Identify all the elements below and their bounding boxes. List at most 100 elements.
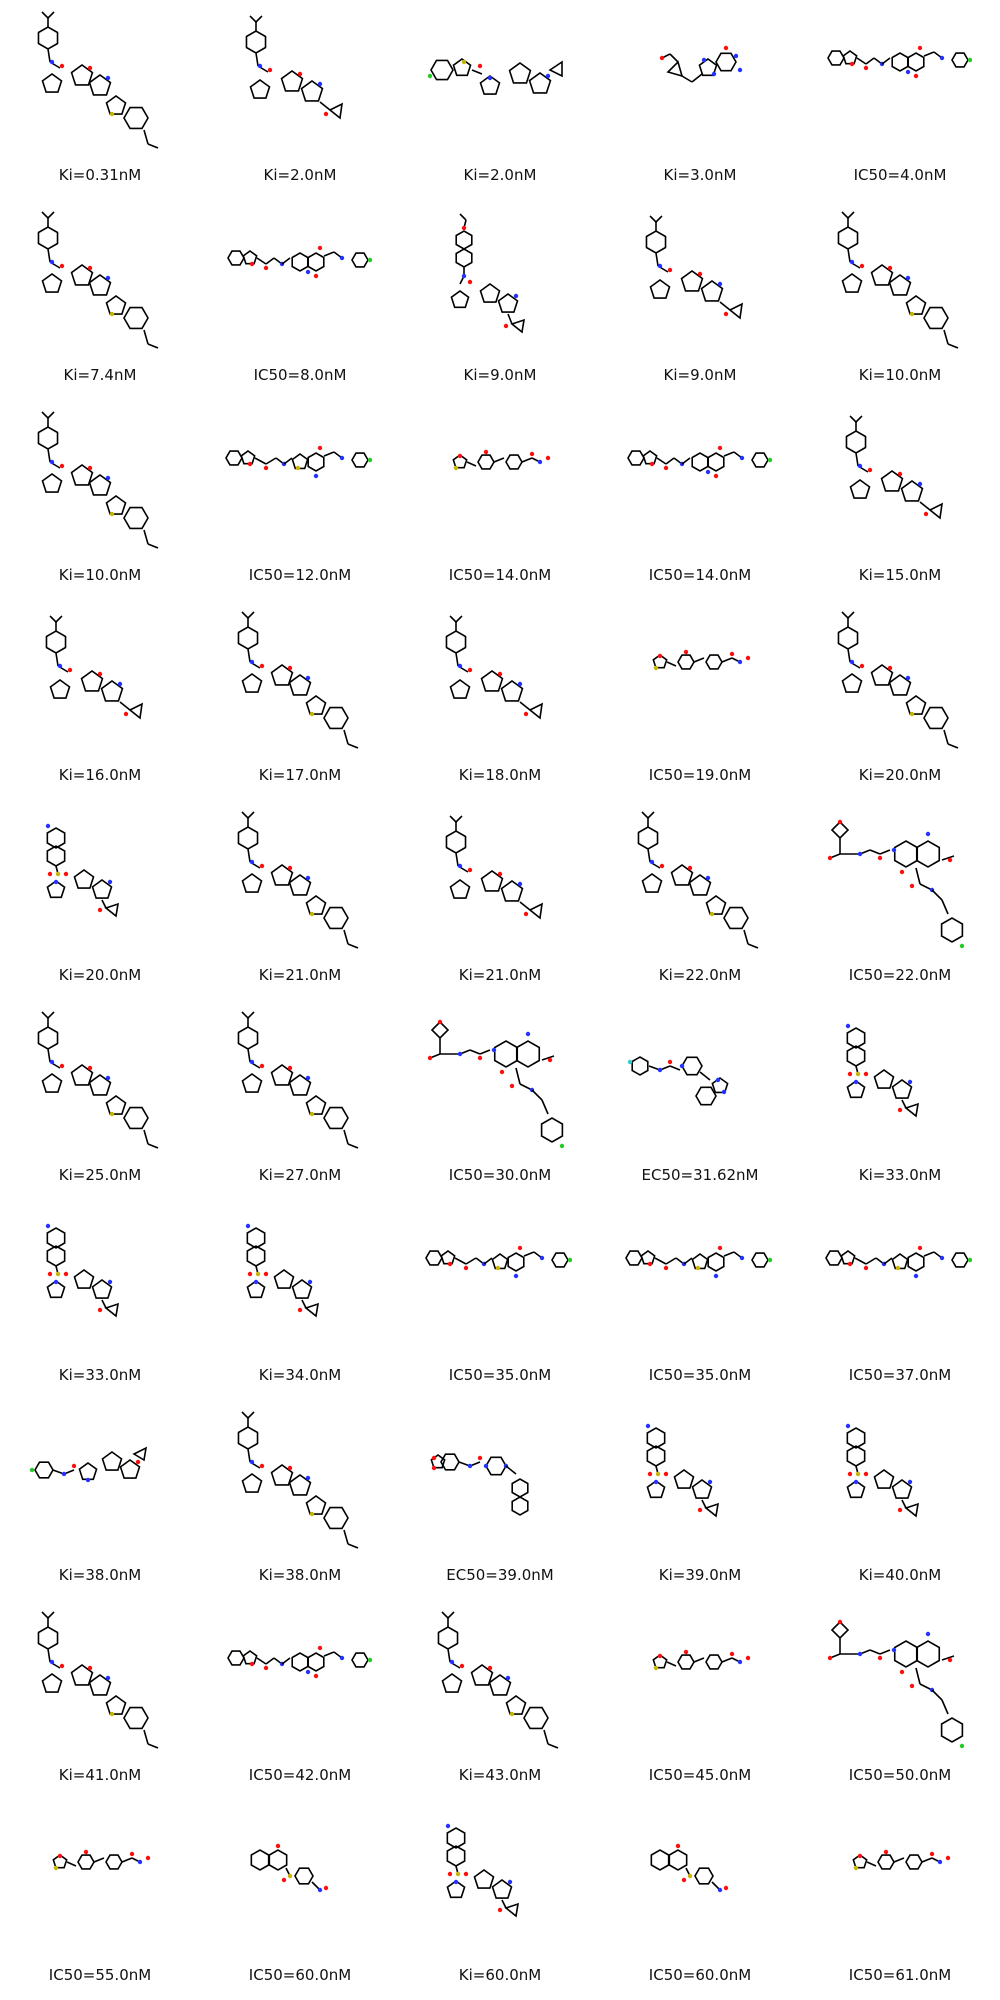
activity-label: Ki=43.0nM: [458, 1766, 542, 1784]
compound-cell: Ki=17.0nM: [200, 600, 400, 800]
compound-cell: Ki=38.0nM: [200, 1400, 400, 1600]
activity-label: Ki=10.0nM: [858, 366, 942, 384]
compound-cell: IC50=30.0nM: [400, 1000, 600, 1200]
compound-cell: Ki=16.0nM: [0, 600, 200, 800]
compound-cell: IC50=19.0nM: [600, 600, 800, 800]
compound-cell: Ki=39.0nM: [600, 1400, 800, 1600]
molecule-structure: [445, 1823, 520, 1918]
compound-cell: Ki=40.0nM: [800, 1400, 1000, 1600]
molecule-structure: [427, 58, 563, 95]
molecule-structure: [225, 445, 373, 479]
molecule-structure: [837, 611, 959, 749]
activity-label: Ki=9.0nM: [463, 366, 537, 384]
compound-cell: IC50=61.0nM: [800, 1800, 1000, 2000]
molecule-structure: [237, 811, 359, 949]
molecule-structure: [45, 823, 120, 918]
compound-cell: Ki=43.0nM: [400, 1600, 600, 1800]
molecule-structure: [445, 615, 544, 720]
compound-cell: EC50=39.0nM: [400, 1400, 600, 1600]
activity-label: Ki=34.0nM: [258, 1366, 342, 1384]
activity-label: Ki=7.4nM: [63, 366, 137, 384]
compound-cell: IC50=60.0nM: [600, 1800, 800, 2000]
activity-label: Ki=10.0nM: [58, 566, 142, 584]
activity-label: IC50=60.0nM: [248, 1966, 352, 1984]
activity-label: Ki=15.0nM: [858, 566, 942, 584]
compound-cell: IC50=8.0nM: [200, 200, 400, 400]
compound-cell: Ki=9.0nM: [600, 200, 800, 400]
compound-cell: Ki=9.0nM: [400, 200, 600, 400]
compound-cell: Ki=21.0nM: [400, 800, 600, 1000]
compound-cell: IC50=55.0nM: [0, 1800, 200, 2000]
compound-cell: Ki=38.0nM: [0, 1400, 200, 1600]
molecule-structure: [237, 1011, 359, 1149]
molecule-structure: [37, 211, 159, 349]
compound-cell: Ki=33.0nM: [800, 1000, 1000, 1200]
molecule-structure: [625, 1245, 773, 1279]
compound-cell: Ki=22.0nM: [600, 800, 800, 1000]
activity-label: Ki=9.0nM: [663, 366, 737, 384]
compound-cell: Ki=21.0nM: [200, 800, 400, 1000]
compound-cell: IC50=4.0nM: [800, 0, 1000, 200]
activity-label: IC50=37.0nM: [848, 1366, 952, 1384]
activity-label: Ki=41.0nM: [58, 1766, 142, 1784]
compound-cell: Ki=7.4nM: [0, 200, 200, 400]
molecule-structure: [37, 1011, 159, 1149]
activity-label: EC50=39.0nM: [446, 1566, 554, 1584]
molecule-structure: [645, 1423, 720, 1518]
activity-label: IC50=35.0nM: [648, 1366, 752, 1384]
molecule-structure: [659, 45, 743, 83]
molecule-structure: [430, 1453, 529, 1516]
compound-cell: Ki=27.0nM: [200, 1000, 400, 1200]
compound-cell: IC50=45.0nM: [600, 1600, 800, 1800]
activity-label: IC50=8.0nM: [253, 366, 347, 384]
molecule-structure: [437, 1611, 559, 1749]
compound-cell: Ki=25.0nM: [0, 1000, 200, 1200]
molecule-structure: [45, 615, 144, 720]
molecule-structure: [427, 1019, 565, 1149]
molecule-structure: [37, 11, 159, 149]
molecule-structure: [37, 1611, 159, 1749]
activity-label: Ki=18.0nM: [458, 766, 542, 784]
molecule-structure: [637, 811, 759, 949]
molecule-structure: [845, 415, 944, 520]
molecule-structure: [827, 1619, 965, 1749]
compound-cell: IC50=50.0nM: [800, 1600, 1000, 1800]
molecule-structure: [652, 649, 751, 671]
activity-label: Ki=33.0nM: [858, 1166, 942, 1184]
molecule-structure: [245, 1223, 320, 1318]
activity-label: Ki=21.0nM: [258, 966, 342, 984]
compound-cell: Ki=33.0nM: [0, 1200, 200, 1400]
molecule-structure: [627, 1056, 729, 1106]
molecule-structure: [52, 1849, 151, 1871]
molecule-structure: [852, 1849, 951, 1871]
molecule-structure: [227, 1645, 373, 1679]
compound-cell: Ki=20.0nM: [0, 800, 200, 1000]
activity-label: Ki=2.0nM: [263, 166, 337, 184]
activity-label: Ki=2.0nM: [463, 166, 537, 184]
activity-label: Ki=38.0nM: [58, 1566, 142, 1584]
activity-label: Ki=17.0nM: [258, 766, 342, 784]
activity-label: IC50=50.0nM: [848, 1766, 952, 1784]
molecule-structure: [645, 215, 744, 320]
activity-label: IC50=45.0nM: [648, 1766, 752, 1784]
compound-cell: Ki=34.0nM: [200, 1200, 400, 1400]
compound-cell: IC50=35.0nM: [600, 1200, 800, 1400]
molecule-structure: [627, 445, 773, 479]
activity-label: IC50=14.0nM: [648, 566, 752, 584]
molecule-structure: [237, 611, 359, 749]
molecule-structure: [237, 1411, 359, 1549]
compound-cell: IC50=35.0nM: [400, 1200, 600, 1400]
activity-label: IC50=60.0nM: [648, 1966, 752, 1984]
molecule-structure: [652, 1649, 751, 1671]
compound-cell: Ki=0.31nM: [0, 0, 200, 200]
molecule-structure: [450, 213, 526, 334]
molecule-structure: [837, 211, 959, 349]
compound-cell: IC50=14.0nM: [400, 400, 600, 600]
molecule-structure: [845, 1423, 920, 1518]
activity-label: IC50=55.0nM: [48, 1966, 152, 1984]
molecule-structure: [845, 1023, 920, 1118]
activity-label: Ki=20.0nM: [858, 766, 942, 784]
activity-label: IC50=61.0nM: [848, 1966, 952, 1984]
activity-label: EC50=31.62nM: [641, 1166, 759, 1184]
activity-label: IC50=42.0nM: [248, 1766, 352, 1784]
